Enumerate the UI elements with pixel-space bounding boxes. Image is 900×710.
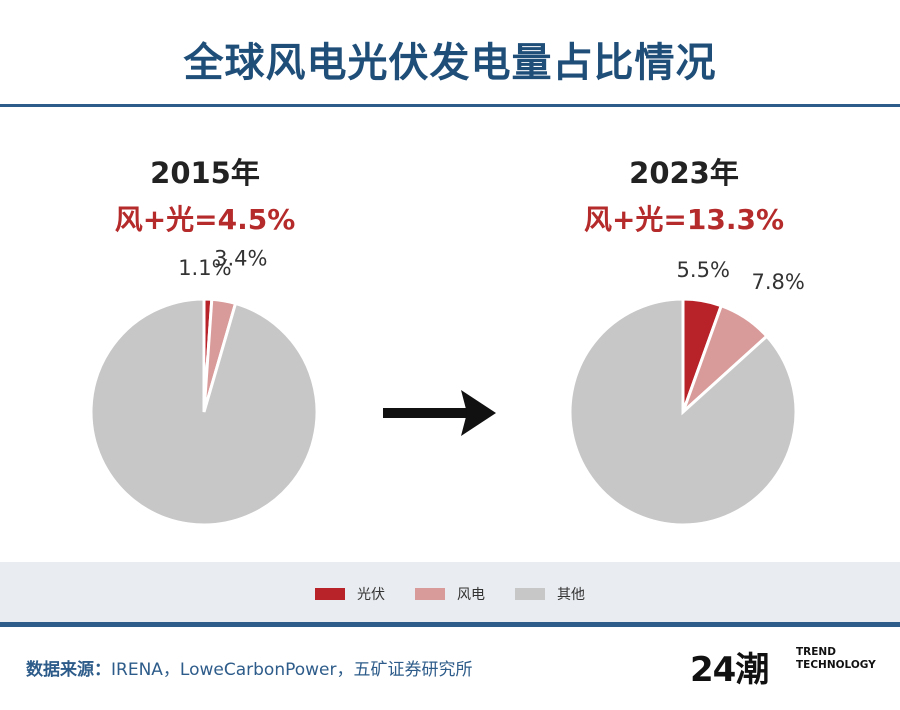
pie-2023-label-solar: 5.5% — [677, 258, 730, 282]
footer-divider — [0, 622, 900, 627]
logo-mark: 24潮 — [690, 650, 769, 690]
legend-swatch-wind — [415, 588, 445, 600]
pie-charts: 1.1%3.4% 5.5% 7.8% — [89, 246, 805, 527]
right-arrow-icon — [383, 390, 496, 436]
legend-swatch-other — [515, 588, 545, 600]
chart-2015-title: 2015年 — [150, 156, 260, 190]
chart-2023-subtitle: 风+光=13.3% — [583, 203, 785, 236]
header-divider — [0, 104, 900, 107]
logo-text: TREND TECHNOLOGY — [796, 646, 876, 672]
legend-item-other: 其他 — [515, 584, 585, 604]
pie-2023-label-wind: 7.8% — [752, 270, 805, 294]
legend-label-solar: 光伏 — [357, 587, 385, 603]
pie-2015-label-solar: 1.1% — [178, 256, 231, 280]
source-text: IRENA，LoweCarbonPower，五矿证券研究所 — [111, 660, 473, 680]
legend-item-wind: 风电 — [415, 584, 485, 604]
legend: 光伏 风电 其他 — [0, 582, 900, 606]
pie-2023-slice-other — [568, 297, 798, 527]
pie-2015-label-wind: 3.4% — [214, 246, 267, 270]
legend-label-wind: 风电 — [457, 587, 485, 603]
chart-2023-title: 2023年 — [629, 156, 739, 190]
page-title: 全球风电光伏发电量占比情况 — [183, 40, 717, 86]
legend-item-solar: 光伏 — [315, 584, 385, 604]
pie-2015-slice-other — [89, 297, 319, 527]
logo-line-2: TECHNOLOGY — [796, 659, 876, 671]
logo-line-1: TREND — [796, 646, 836, 658]
chart-2015-subtitle: 风+光=4.5% — [114, 203, 296, 236]
legend-swatch-solar — [315, 588, 345, 600]
brand-logo: 24潮 TREND TECHNOLOGY — [690, 640, 880, 690]
source-label: 数据来源： — [26, 660, 111, 680]
legend-label-other: 其他 — [557, 587, 585, 603]
source-note: 数据来源：IRENA，LoweCarbonPower，五矿证券研究所 — [26, 655, 473, 680]
legend-band — [0, 562, 900, 622]
